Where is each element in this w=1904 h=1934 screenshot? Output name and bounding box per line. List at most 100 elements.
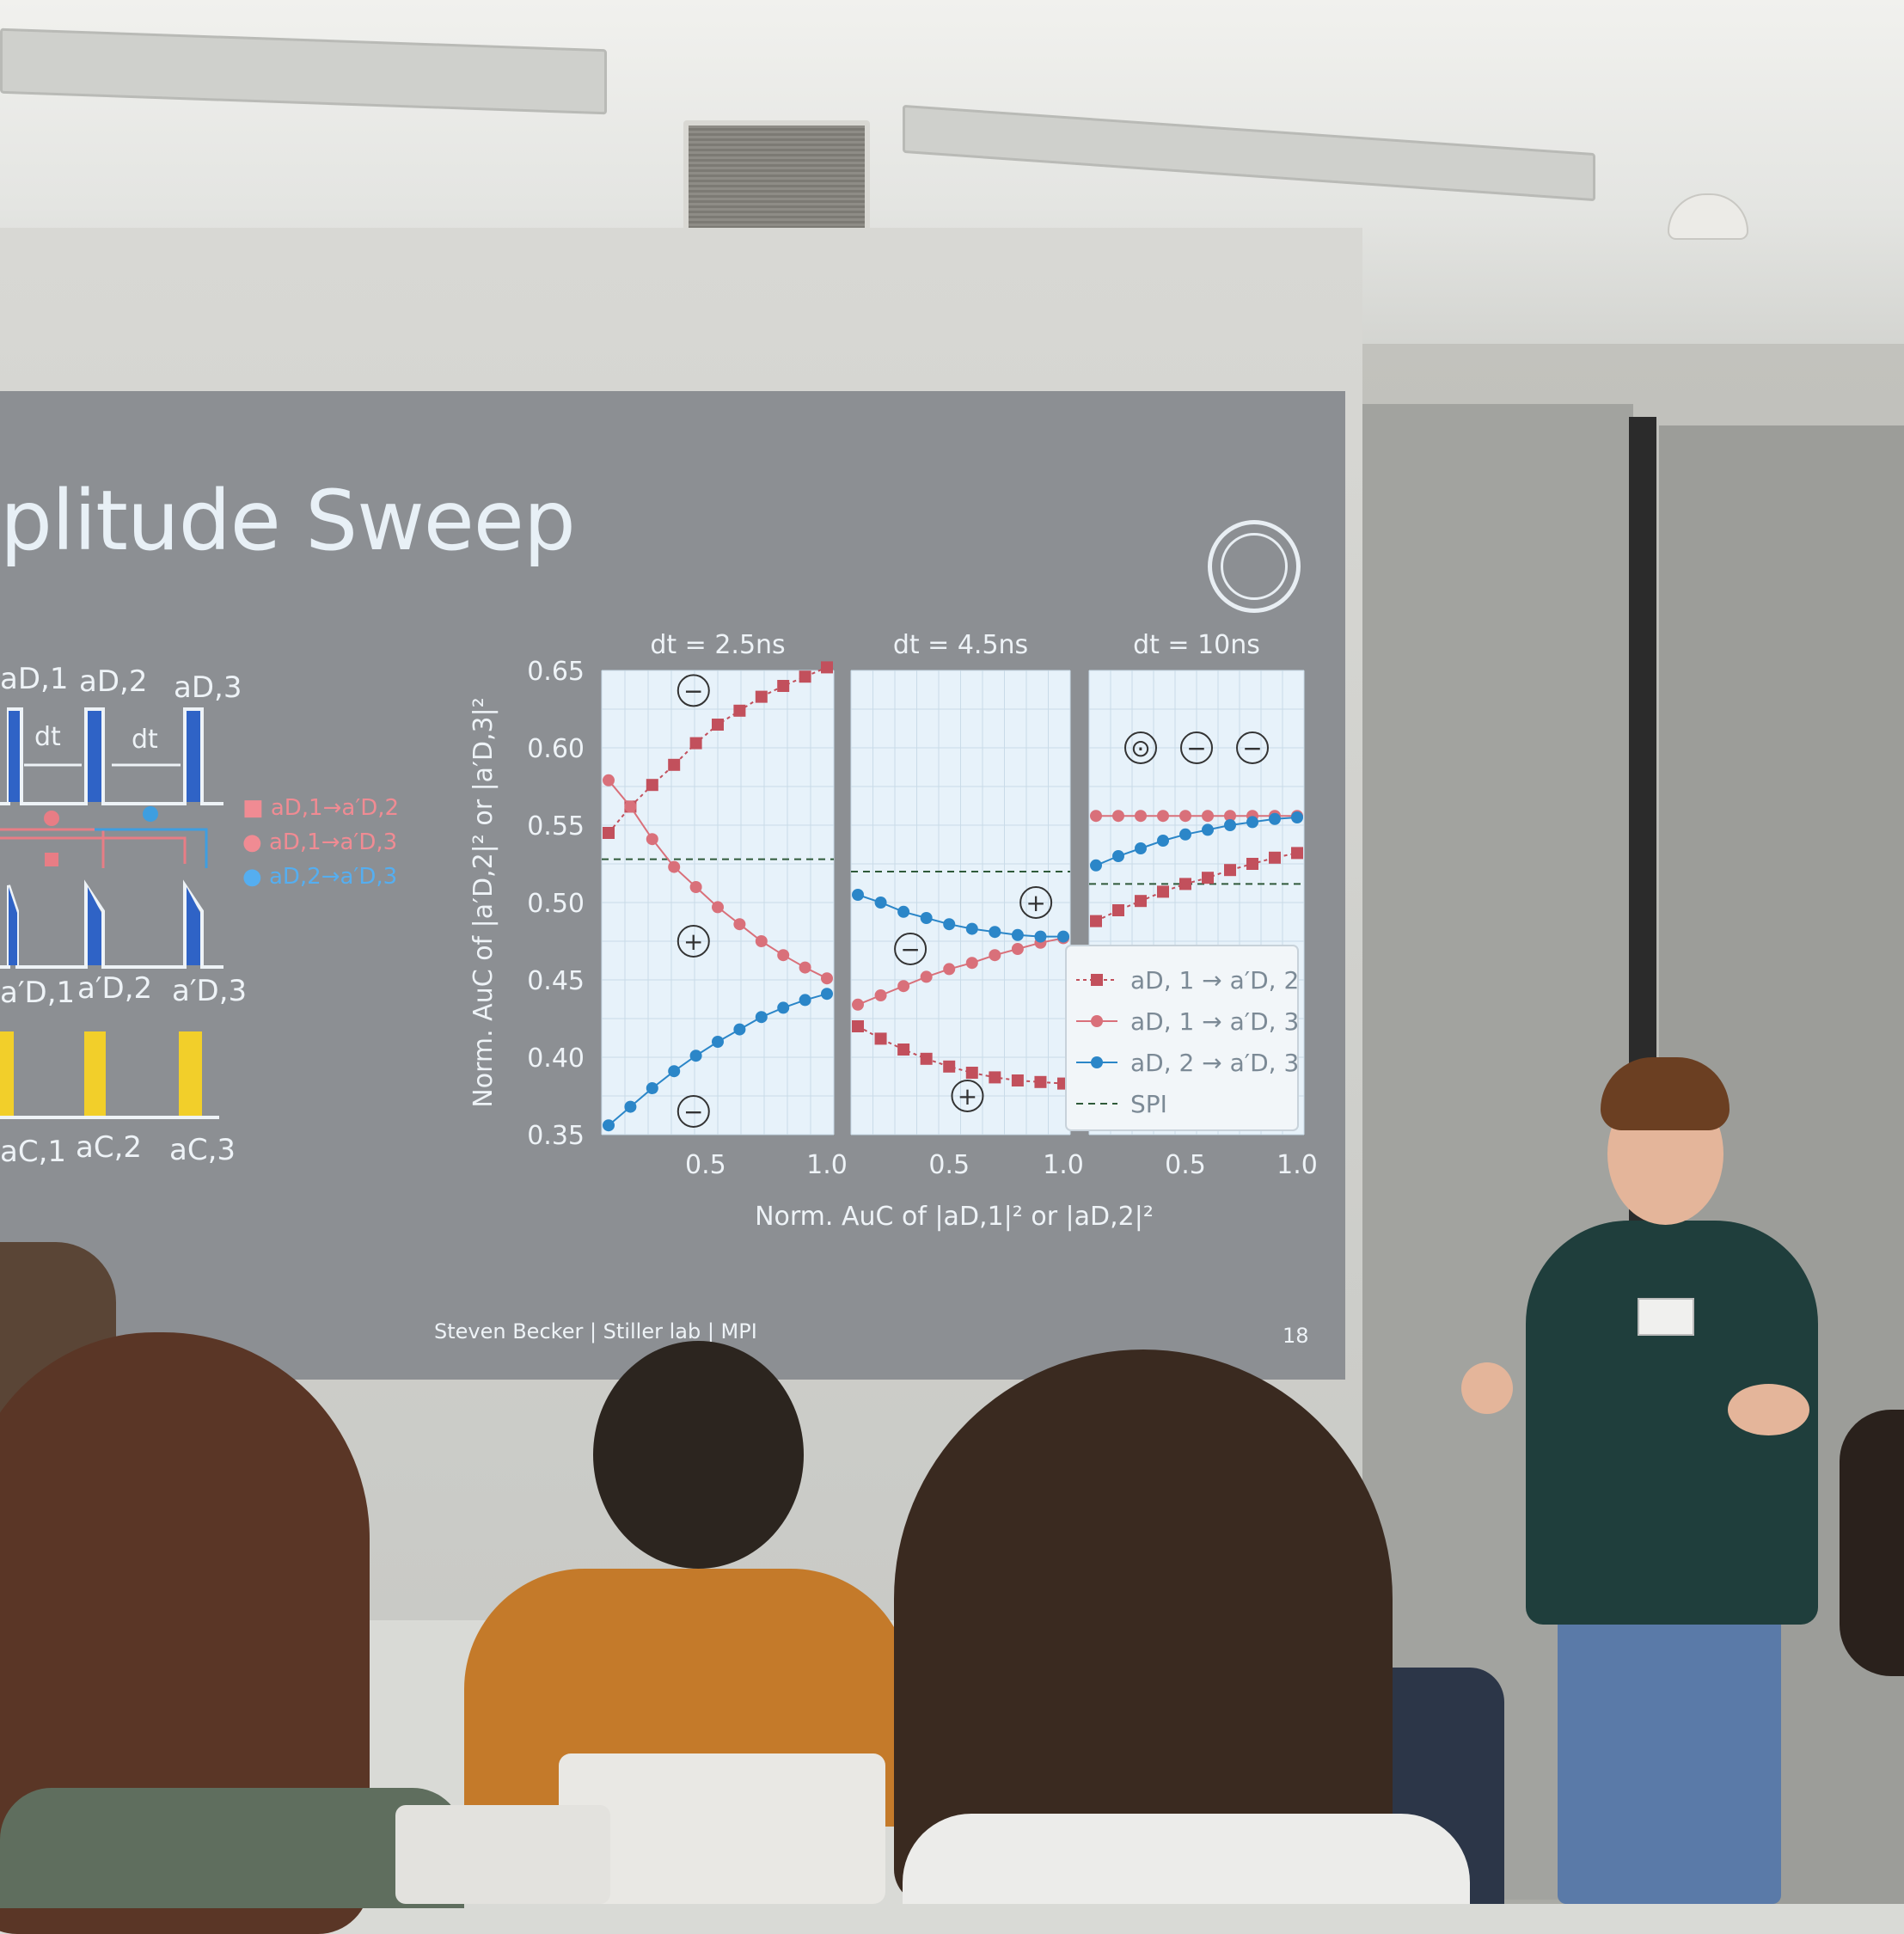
audience-head [1840, 1410, 1904, 1676]
sign-marker-label: + [683, 927, 703, 956]
data-point [712, 719, 724, 731]
data-point [603, 774, 615, 786]
data-point [1179, 810, 1191, 823]
diagram-legend-item: ● aD,1→a′D,3 [242, 829, 398, 855]
diagram-label: aD,2 [79, 664, 148, 699]
data-point [668, 860, 681, 873]
data-point [989, 926, 1001, 939]
data-point [799, 670, 811, 683]
legend-marker [1091, 1056, 1103, 1068]
data-point [689, 1050, 702, 1062]
legend-label: SPI [1130, 1090, 1167, 1118]
data-point [821, 661, 833, 674]
data-point [1291, 847, 1303, 860]
panel-title: dt = 2.5ns [650, 630, 785, 660]
series-line [857, 1025, 1064, 1085]
data-point [624, 1100, 637, 1113]
data-point [777, 680, 790, 692]
ceiling-speaker [683, 120, 870, 247]
x-tick-label: 1.0 [1043, 1150, 1084, 1180]
x-tick-label: 0.5 [685, 1150, 726, 1180]
data-point [624, 800, 637, 813]
audience-jacket [903, 1814, 1470, 1904]
data-point [1157, 810, 1169, 823]
pulse-diagram [0, 707, 223, 1119]
sign-marker-label: − [900, 935, 920, 964]
legend-marker [1091, 974, 1103, 986]
presenter-hair [1601, 1057, 1730, 1130]
data-point [1179, 878, 1191, 890]
data-point [874, 1032, 887, 1045]
data-point [1269, 812, 1281, 825]
data-point [1269, 851, 1281, 864]
data-point [852, 998, 864, 1011]
data-point [1291, 811, 1303, 823]
data-point [1202, 810, 1214, 823]
data-point [852, 1020, 864, 1032]
data-point [646, 833, 658, 846]
chart: 0.35 0.40 0.45 0.50 0.55 0.60 0.65 Norm. AuC of… [468, 630, 1318, 1232]
data-point [1246, 858, 1258, 870]
y-tick-label: 0.35 [527, 1121, 585, 1151]
diagram-label: a′D,1 [0, 976, 76, 1010]
diagram-label: aC,2 [76, 1130, 143, 1165]
data-point [1224, 810, 1236, 823]
diagram-label: aD,1 [0, 662, 69, 696]
sign-marker-icon [1236, 731, 1269, 764]
series-line [1095, 817, 1298, 866]
y-tick-label: 0.60 [527, 734, 585, 764]
data-point [1112, 810, 1124, 823]
data-point [712, 1036, 724, 1048]
data-point [733, 704, 746, 717]
sign-marker-label: + [1025, 889, 1045, 917]
sign-marker-icon [951, 1080, 984, 1112]
data-point [1135, 842, 1147, 854]
data-point [799, 994, 811, 1007]
data-point [920, 970, 933, 983]
chair [559, 1753, 885, 1904]
data-point [965, 1067, 978, 1079]
data-point [1011, 943, 1024, 955]
data-point [943, 1060, 956, 1073]
data-point [689, 881, 702, 893]
sign-marker-label: − [1242, 734, 1262, 762]
legend-label: aD, 1 → a′D, 3 [1130, 1007, 1299, 1036]
data-point [755, 935, 768, 947]
data-point [965, 957, 978, 970]
x-tick-label: 1.0 [806, 1150, 848, 1180]
data-point [1246, 816, 1258, 829]
data-point [1011, 928, 1024, 941]
sign-marker-label: − [683, 676, 703, 705]
mpi-logo-icon [1221, 533, 1288, 600]
diagram-legend-item: ● aD,2→a′D,3 [242, 864, 398, 890]
sign-marker-label: ⊙ [1130, 734, 1150, 762]
data-point [852, 889, 864, 901]
y-axis-label: Norm. AuC of |a′D,2|² or |a′D,3|² [468, 697, 499, 1107]
data-point [920, 1052, 933, 1065]
diagram-label: aC,3 [169, 1133, 236, 1167]
data-point [1034, 1075, 1047, 1088]
legend-label: aD, 1 → a′D, 2 [1130, 966, 1299, 995]
sign-marker-icon [677, 925, 710, 958]
data-point [1034, 930, 1047, 943]
diagram-label: a′D,2 [77, 971, 153, 1006]
data-point [1135, 810, 1147, 823]
data-point [1157, 835, 1169, 847]
sign-marker-icon [1019, 886, 1053, 919]
legend-marker [1091, 1015, 1103, 1027]
data-point [989, 1071, 1001, 1084]
y-tick-label: 0.50 [527, 889, 585, 919]
data-point [799, 961, 811, 974]
data-point [1112, 850, 1124, 862]
data-point [646, 779, 658, 792]
data-point [821, 988, 833, 1001]
slide-footer: Steven Becker | Stiller lab | MPI [434, 1319, 757, 1343]
data-point [989, 949, 1001, 962]
x-axis-label: Norm. AuC of |aD,1|² or |aD,2|² [755, 1202, 1154, 1232]
data-point [777, 1001, 790, 1014]
diagram-label: a′D,3 [172, 974, 248, 1008]
x-tick-label: 1.0 [1276, 1150, 1318, 1180]
data-point [668, 1065, 681, 1078]
audience-head [593, 1341, 804, 1569]
data-point [874, 989, 887, 1001]
